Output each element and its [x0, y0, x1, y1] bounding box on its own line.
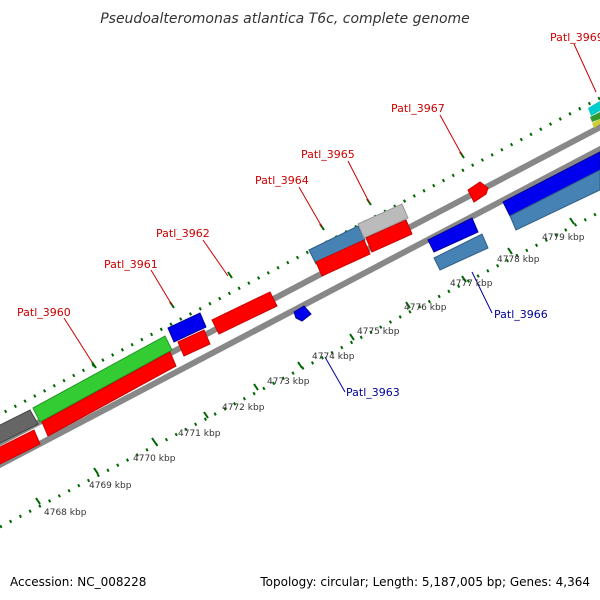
gene-features: [0, 101, 600, 466]
kbp-label: 4768 kbp: [44, 508, 87, 518]
gene-feature[interactable]: [365, 219, 413, 253]
gene-feature[interactable]: [211, 291, 278, 335]
gene-feature[interactable]: [467, 181, 489, 203]
gene-feature[interactable]: [315, 239, 371, 277]
gene-labels: Patl_3960 Patl_3961 Patl_3962 Patl_3964 …: [17, 31, 600, 399]
gene-label-patl-3969[interactable]: Patl_3969: [550, 31, 600, 44]
gene-feature[interactable]: [167, 312, 207, 343]
gene-feature[interactable]: [588, 101, 600, 116]
gene-label-patl-3960[interactable]: Patl_3960: [17, 306, 71, 319]
gene-label-patl-3967[interactable]: Patl_3967: [391, 102, 445, 115]
gene-feature[interactable]: [0, 429, 41, 466]
gene-feature[interactable]: [177, 329, 211, 357]
gene-feature[interactable]: [293, 305, 312, 322]
kbp-label: 4779 kbp: [542, 233, 585, 243]
gene-label-patl-3965[interactable]: Patl_3965: [301, 148, 355, 161]
gene-label-patl-3962[interactable]: Patl_3962: [156, 227, 210, 240]
genome-title: Pseudoalteromonas atlantica T6c, complet…: [100, 11, 470, 27]
kbp-label: 4777 kbp: [450, 279, 493, 289]
gene-feature[interactable]: [509, 169, 600, 231]
gene-label-patl-3964[interactable]: Patl_3964: [255, 174, 309, 187]
gene-feature[interactable]: [41, 351, 177, 437]
upper-label-leaders: [63, 43, 597, 363]
gene-label-patl-3966[interactable]: Patl_3966: [494, 308, 548, 321]
lower-label-leaders: [324, 271, 493, 393]
kbp-label: 4773 kbp: [267, 377, 310, 387]
kbp-label: 4771 kbp: [178, 429, 221, 439]
backbone-inner: [0, 145, 600, 469]
gene-feature[interactable]: [433, 233, 489, 271]
gene-feature[interactable]: [0, 409, 39, 444]
kbp-scale-labels: 4768 kbp 4769 kbp 4770 kbp 4771 kbp 4772…: [44, 233, 585, 518]
gene-feature[interactable]: [592, 119, 600, 128]
kbp-label: 4778 kbp: [497, 255, 540, 265]
kbp-label: 4776 kbp: [404, 303, 447, 313]
gene-feature[interactable]: [32, 335, 173, 423]
kbp-label: 4770 kbp: [133, 454, 176, 464]
accession-text: Accession: NC_008228: [10, 575, 146, 589]
kbp-label: 4772 kbp: [222, 403, 265, 413]
inner-major-ticks: [35, 217, 575, 505]
genome-summary-text: Topology: circular; Length: 5,187,005 bp…: [259, 575, 590, 589]
gene-feature[interactable]: [308, 225, 366, 265]
kbp-label: 4769 kbp: [89, 481, 132, 491]
gene-label-patl-3961[interactable]: Patl_3961: [104, 258, 158, 271]
gene-label-patl-3963[interactable]: Patl_3963: [346, 386, 400, 399]
gene-feature[interactable]: [357, 203, 409, 239]
kbp-label: 4774 kbp: [312, 352, 355, 362]
gene-feature[interactable]: [427, 217, 479, 253]
kbp-label: 4775 kbp: [357, 327, 400, 337]
gene-feature[interactable]: [590, 112, 600, 122]
gene-feature[interactable]: [502, 151, 600, 217]
outer-tick-track: [0, 96, 600, 417]
